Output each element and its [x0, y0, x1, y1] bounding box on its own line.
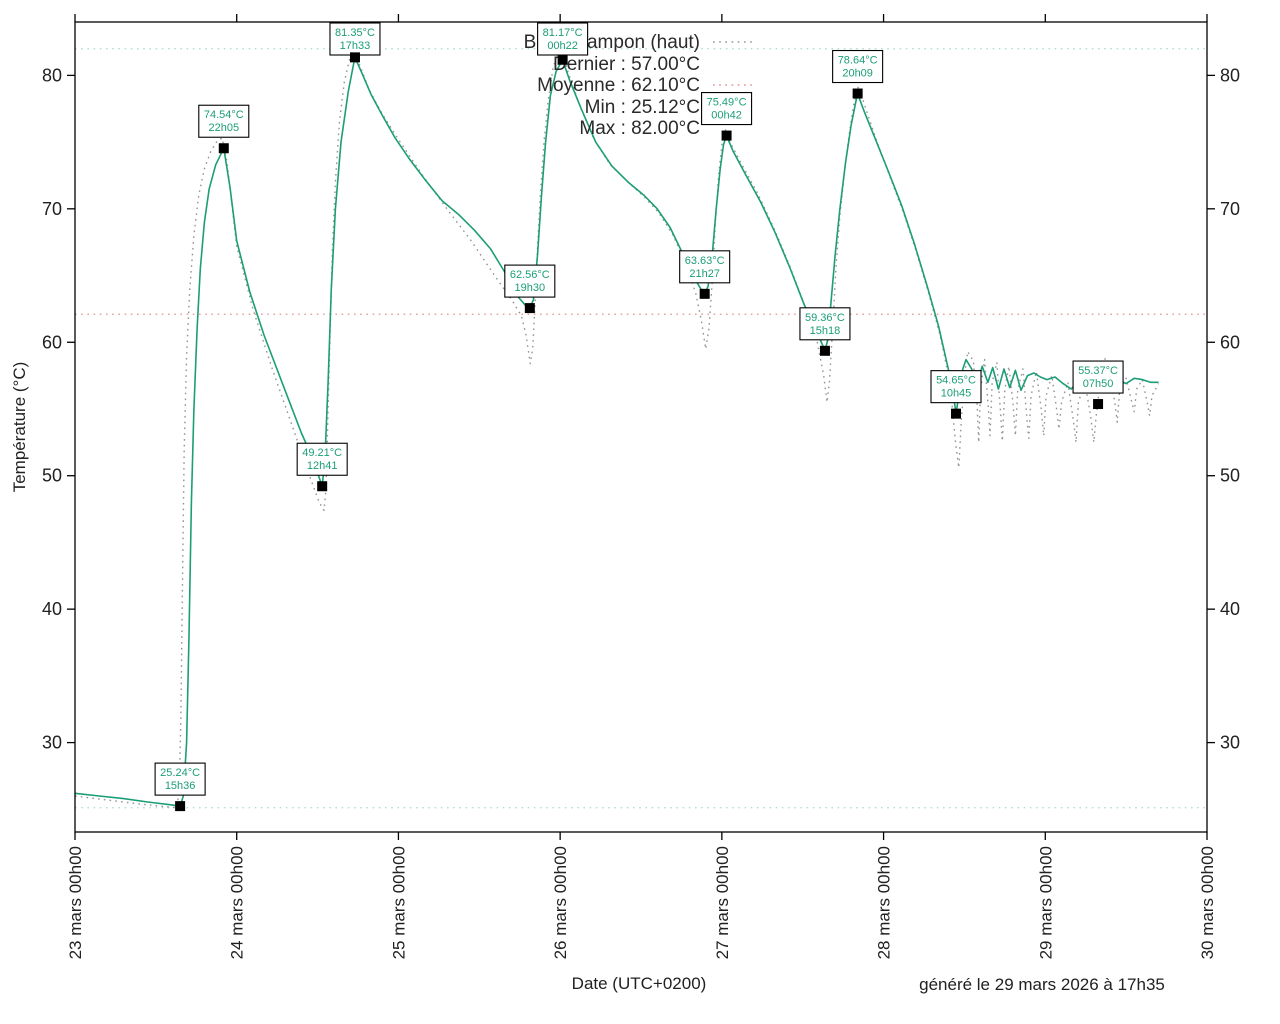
annotation-box — [154, 762, 206, 796]
annotation-temp-label: 75.49°C — [707, 97, 747, 109]
data-point-marker — [1093, 399, 1104, 410]
x-axis-title: Date (UTC+0200) — [571, 974, 707, 993]
x-tick-label: 30 mars 00h00 — [1198, 846, 1217, 959]
y-tick-label-left: 50 — [42, 466, 62, 486]
legend-row-label: Moyenne : 62.10°C — [537, 75, 700, 96]
annotation-time-label: 15h36 — [165, 780, 196, 792]
annotation-box — [701, 92, 753, 126]
x-tick-label: 24 mars 00h00 — [228, 846, 247, 959]
y-tick-label-left: 80 — [42, 65, 62, 85]
annotation-time-label: 22h05 — [208, 122, 239, 134]
data-point-marker — [852, 88, 863, 99]
data-point-marker — [721, 130, 732, 141]
data-point-marker — [218, 143, 229, 154]
x-tick-label: 27 mars 00h00 — [713, 846, 732, 959]
annotation-box — [296, 442, 348, 476]
y-tick-label-right: 80 — [1220, 65, 1240, 85]
data-point-marker — [819, 345, 830, 356]
data-point-marker — [951, 408, 962, 419]
generated-date-caption: généré le 29 mars 2026 à 17h35 — [919, 975, 1165, 994]
annotation-temp-label: 74.54°C — [204, 109, 244, 121]
y-tick-label-left: 30 — [42, 733, 62, 753]
legend-row-label: Max : 82.00°C — [579, 118, 700, 139]
data-point-marker — [524, 303, 535, 314]
annotation-box — [930, 370, 982, 404]
annotation-temp-label: 59.36°C — [805, 312, 845, 324]
data-point-marker — [699, 288, 710, 299]
data-point-marker — [317, 481, 328, 492]
annotation-time-label: 17h33 — [340, 40, 371, 52]
annotation-box — [832, 49, 884, 84]
annotation-temp-label: 62.56°C — [510, 269, 550, 281]
annotation-time-label: 21h27 — [689, 268, 720, 280]
annotation-temp-label: 55.37°C — [1078, 365, 1118, 377]
raw-series-line — [74, 48, 1160, 809]
annotation-temp-label: 63.63°C — [685, 255, 725, 267]
x-tick-label: 28 mars 00h00 — [875, 846, 894, 959]
annotation-box — [1072, 360, 1124, 394]
y-tick-label-right: 70 — [1220, 199, 1240, 219]
annotation-box — [198, 104, 250, 138]
data-point-marker — [175, 801, 186, 812]
annotation-time-label: 00h22 — [547, 40, 578, 52]
x-tick-label: 23 mars 00h00 — [66, 846, 85, 959]
annotation-temp-label: 54.65°C — [936, 375, 976, 387]
x-tick-label: 29 mars 00h00 — [1036, 846, 1055, 959]
annotation-box — [799, 307, 851, 341]
annotation-box — [537, 22, 589, 56]
annotation-box — [329, 22, 381, 56]
annotation-time-label: 10h45 — [941, 388, 972, 400]
smoothed-series-line — [74, 56, 1159, 807]
annotation-time-label: 07h50 — [1083, 378, 1114, 390]
annotation-time-label: 19h30 — [515, 282, 546, 294]
annotation-time-label: 20h09 — [842, 68, 873, 80]
y-tick-label-left: 60 — [42, 332, 62, 352]
annotation-temp-label: 49.21°C — [302, 447, 342, 459]
plot-frame — [74, 21, 1208, 833]
annotation-box — [504, 264, 556, 298]
legend-row-label: Min : 25.12°C — [585, 97, 700, 118]
y-tick-label-right: 40 — [1220, 599, 1240, 619]
y-tick-label-left: 70 — [42, 199, 62, 219]
annotation-time-label: 12h41 — [307, 460, 338, 472]
annotation-temp-label: 81.35°C — [335, 27, 375, 39]
annotation-time-label: 15h18 — [810, 325, 841, 337]
y-tick-label-right: 60 — [1220, 332, 1240, 352]
annotation-time-label: 00h42 — [711, 110, 742, 122]
y-tick-label-left: 40 — [42, 599, 62, 619]
data-point-marker — [349, 52, 360, 63]
annotation-temp-label: 78.64°C — [838, 55, 878, 67]
annotation-temp-label: 81.17°C — [543, 27, 583, 39]
legend-row-label: Dernier : 57.00°C — [553, 54, 700, 75]
y-axis-title: Température (°C) — [10, 361, 29, 493]
annotation-box — [679, 250, 731, 284]
annotation-temp-label: 25.24°C — [160, 767, 200, 779]
data-point-marker — [557, 54, 568, 65]
y-tick-label-right: 30 — [1220, 733, 1240, 753]
x-tick-label: 26 mars 00h00 — [551, 846, 570, 959]
y-tick-label-right: 50 — [1220, 466, 1240, 486]
x-tick-label: 25 mars 00h00 — [389, 846, 408, 959]
